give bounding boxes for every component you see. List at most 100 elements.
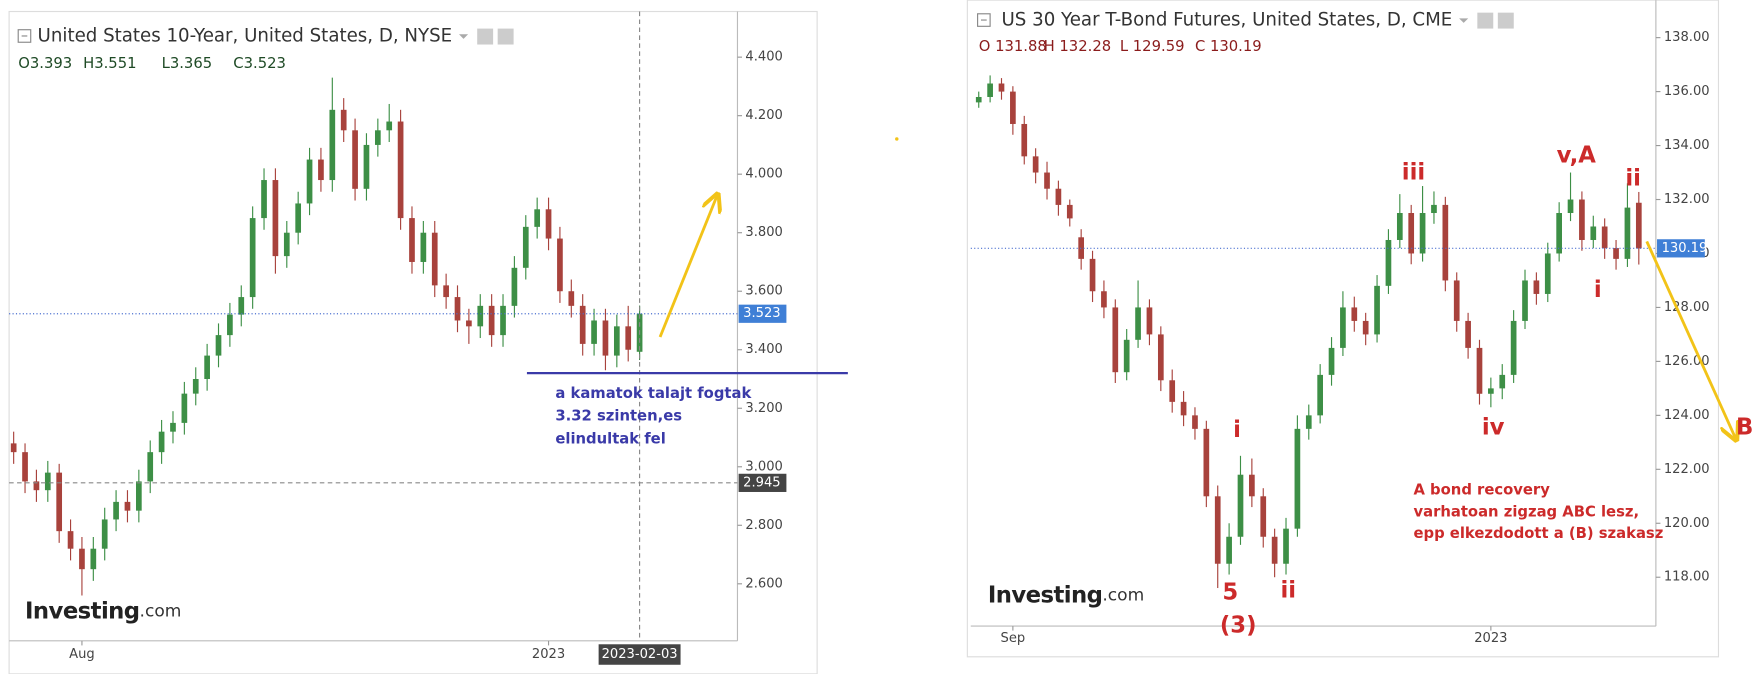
wave-label: 5 [1222,580,1238,606]
candle-body [101,519,108,549]
watermark: Investing.com [25,598,181,624]
candle-body [135,481,142,511]
candle-body [1442,204,1449,281]
y-tick-label: 2.800 [745,518,782,533]
x-tick-label: Aug [69,647,95,662]
candle-body [1044,172,1050,189]
candle-body [1203,428,1210,497]
candle-body [397,121,404,219]
candle-body [1032,156,1039,173]
price-tag-label: 130.19 [1662,241,1708,256]
price-tag [738,304,787,323]
arrow [658,196,717,338]
collapse-icon [17,29,32,43]
y-tick-label: 120.00 [1664,516,1710,531]
ohlc-info: C3.523 [233,55,286,72]
settings-icon [1497,12,1514,29]
x-tick-label: Sep [1001,631,1026,646]
candle-body [1317,374,1323,416]
y-tick-label: 122.00 [1664,462,1710,477]
candle-body [1556,213,1562,254]
candle-body [374,130,381,145]
candle-body [1271,536,1278,564]
candle-body [1601,226,1608,249]
candle-body [363,144,370,189]
candle-body [591,320,597,344]
candle-body [557,238,563,292]
candle-body [545,209,552,239]
candle-body [22,452,28,482]
candle-body [44,472,51,491]
candle-body [1249,474,1255,497]
x-tick-label: 2023 [1474,631,1507,646]
candle-body [1146,307,1153,335]
candle-body [1408,213,1415,254]
candle-body [1066,204,1073,219]
ohlc-info: C 130.19 [1195,38,1262,55]
y-tick-label: 3.400 [745,342,782,357]
candle-body [1385,239,1392,286]
candle-body [1135,307,1141,340]
candle-body [352,130,358,189]
x-tick-label: 2023 [532,647,565,662]
annotation: elindultak fel [555,430,665,447]
candle-body [79,548,85,570]
candle-body [1192,415,1198,429]
candle-body [1328,347,1335,375]
annotation: a kamatok talajt fogtak [555,385,752,402]
candle-body [998,83,1005,92]
candle-body [466,320,472,327]
candle-body [1567,199,1574,214]
candle-body [318,159,324,181]
annotation: A bond recovery [1413,482,1550,499]
candle-body [1089,258,1096,292]
annotation: epp elkezdodott a (B) szakasz [1413,525,1663,542]
y-tick-label: 134.00 [1664,138,1710,153]
chart-frame [966,0,1720,658]
candle-body [1419,213,1426,254]
wave-label: i [1233,417,1241,443]
candle-body [1237,474,1244,537]
ohlc-info: O3.393 [18,55,72,72]
candle-body [1157,334,1164,381]
candle-body [1305,415,1312,429]
candle-body [1431,204,1437,214]
candle-body [1476,347,1483,394]
candle-body [124,501,131,511]
candle-body [1374,285,1380,335]
candle-body [1510,320,1517,375]
candle-body [56,472,63,532]
chart-title: US 30 Year T-Bond Futures, United States… [1001,10,1452,31]
candle-body [602,320,609,356]
wave-label: v,A [1557,143,1597,169]
settings-icon [477,28,494,45]
candle-body [1488,388,1494,394]
watermark-part: Investing [988,582,1103,608]
candle-body [295,203,302,233]
wave-label: B [1736,415,1753,441]
candle-body [443,285,449,298]
candle-body [340,109,347,131]
ohlc-info: L3.365 [162,55,213,72]
candle-body [1453,280,1460,321]
candle-body [987,83,993,97]
candle-body [477,305,484,327]
y-tick-label: 128.00 [1664,300,1710,315]
ohlc-info: H 132.28 [1044,38,1112,55]
candle-body [975,96,982,103]
candle-body [329,109,336,181]
candle-body [113,501,119,520]
candle-body [1101,291,1107,308]
candle-body [215,335,222,356]
candle-body [1010,91,1016,124]
wave-label: ii [1280,577,1296,603]
settings-icon [1477,12,1494,29]
y-tick-label: 3.000 [745,459,782,474]
watermark: Investing.com [988,582,1144,608]
candle-body [1294,428,1301,529]
candle-body [409,218,415,262]
wave-label: ii [1625,165,1641,191]
candle-body [1078,237,1085,259]
candle-body [1465,320,1471,348]
